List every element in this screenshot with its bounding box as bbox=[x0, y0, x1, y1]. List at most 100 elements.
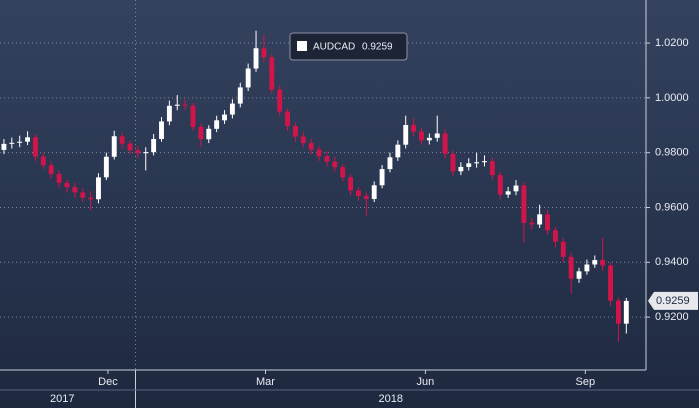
y-tick-label: 1.0200 bbox=[655, 37, 689, 49]
candle-body bbox=[552, 230, 558, 242]
candle-body bbox=[395, 144, 401, 158]
price-tag-label: 0.9259 bbox=[656, 295, 690, 307]
candle-body bbox=[166, 105, 172, 122]
candle-body bbox=[348, 177, 354, 191]
y-tick-label: 0.9600 bbox=[655, 201, 689, 213]
candle-body bbox=[174, 104, 180, 106]
candle-body bbox=[88, 197, 94, 200]
candle-body bbox=[119, 136, 125, 144]
candle-body bbox=[521, 185, 527, 223]
candle-body bbox=[615, 300, 621, 324]
candle-body bbox=[489, 161, 495, 176]
candle-body bbox=[623, 300, 629, 324]
candle-body bbox=[96, 177, 101, 200]
candle-body bbox=[387, 157, 393, 170]
candle-body bbox=[316, 149, 322, 157]
candle-body bbox=[300, 136, 306, 144]
legend-value: 0.9259 bbox=[362, 42, 393, 53]
candle-body bbox=[560, 241, 566, 257]
candle-body bbox=[245, 68, 251, 88]
candle-body bbox=[269, 57, 275, 90]
candle-body bbox=[151, 138, 157, 153]
candle-body bbox=[584, 264, 590, 272]
candle-body bbox=[190, 105, 196, 127]
candle-body bbox=[72, 187, 78, 193]
x-tick-label: Mar bbox=[256, 376, 275, 388]
candle-body bbox=[545, 214, 550, 231]
candle-body bbox=[403, 124, 409, 145]
year-label: 2017 bbox=[50, 393, 74, 405]
y-tick-label: 0.9200 bbox=[655, 311, 689, 323]
candle-body bbox=[426, 137, 432, 141]
candle-body bbox=[292, 126, 298, 137]
candle-body bbox=[182, 104, 188, 106]
candle-body bbox=[608, 265, 613, 301]
y-tick-label: 0.9400 bbox=[655, 256, 689, 268]
candle-body bbox=[466, 163, 472, 167]
candle-body bbox=[419, 131, 424, 141]
candle-body bbox=[442, 133, 448, 155]
candle-body bbox=[143, 152, 149, 154]
candle-body bbox=[33, 137, 38, 157]
candle-body bbox=[450, 154, 456, 172]
candle-body bbox=[600, 260, 606, 266]
candle-body bbox=[135, 150, 141, 154]
candle-body bbox=[237, 87, 243, 104]
candle-body bbox=[198, 126, 204, 140]
candle-body bbox=[592, 260, 598, 265]
candle-body bbox=[434, 133, 440, 138]
candle-body bbox=[482, 161, 487, 163]
candle-body bbox=[1, 143, 7, 150]
candle-body bbox=[277, 89, 283, 112]
candle-body bbox=[9, 142, 15, 144]
candle-body bbox=[576, 271, 582, 279]
y-tick-label: 0.9800 bbox=[655, 147, 689, 159]
legend: AUDCAD 0.9259 bbox=[289, 32, 408, 61]
candle-body bbox=[356, 190, 361, 196]
x-tick-label: Sep bbox=[576, 376, 596, 388]
candle-body bbox=[56, 174, 62, 183]
candle-body bbox=[40, 156, 46, 166]
candle-body bbox=[64, 182, 70, 188]
candle-body bbox=[363, 195, 369, 199]
candle-body bbox=[379, 169, 385, 186]
candle-body bbox=[261, 48, 267, 58]
x-tick-label: Jun bbox=[417, 376, 435, 388]
y-tick-label: 1.0000 bbox=[655, 92, 689, 104]
legend-box bbox=[289, 32, 408, 61]
candle-body bbox=[206, 128, 212, 140]
candle-body bbox=[497, 175, 503, 195]
candle-body bbox=[111, 136, 117, 157]
candle-body bbox=[80, 192, 86, 198]
candle-body bbox=[17, 141, 23, 143]
x-tick-label: Dec bbox=[98, 376, 118, 388]
candle-body bbox=[332, 161, 338, 168]
candle-body bbox=[285, 111, 290, 127]
candle-body bbox=[214, 120, 220, 129]
candle-body bbox=[505, 191, 511, 195]
candle-body bbox=[159, 121, 164, 139]
candle-body bbox=[308, 143, 314, 150]
candle-body bbox=[537, 214, 543, 225]
candle-body bbox=[25, 137, 31, 142]
legend-swatch bbox=[297, 41, 307, 51]
candle-body bbox=[529, 222, 535, 225]
year-label: 2018 bbox=[379, 393, 403, 405]
candle-body bbox=[48, 165, 54, 175]
legend-label: AUDCAD bbox=[313, 42, 355, 53]
candle-body bbox=[411, 124, 417, 132]
candle-body bbox=[103, 156, 109, 178]
candle-body bbox=[324, 156, 330, 162]
price-tag bbox=[648, 291, 698, 310]
candle-body bbox=[222, 114, 227, 121]
candle-body bbox=[340, 167, 346, 178]
candle-body bbox=[229, 103, 235, 115]
candle-body bbox=[458, 166, 464, 172]
candle-body bbox=[474, 162, 480, 164]
candle-body bbox=[513, 185, 519, 192]
candle-body bbox=[253, 48, 259, 69]
candle-body bbox=[127, 143, 133, 151]
